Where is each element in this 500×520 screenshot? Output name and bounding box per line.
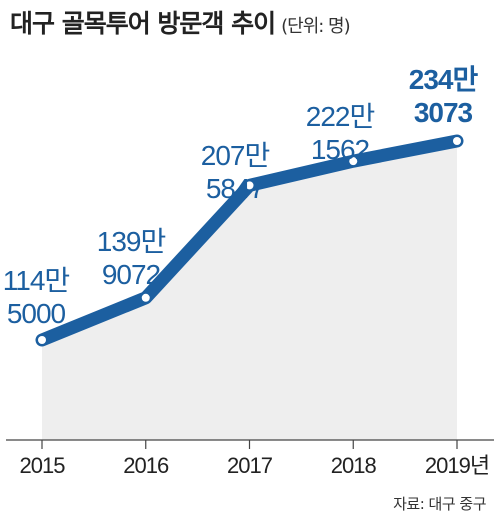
x-tick-label: 2018 (331, 453, 377, 478)
source-note: 자료: 대구 중구 (393, 495, 486, 513)
data-point (453, 137, 461, 145)
data-label-top: 114만 (3, 265, 70, 296)
x-tick-label: 2015 (20, 453, 66, 478)
x-axis: 2015 2016 2017 2018 2019년 (6, 439, 494, 478)
x-tick-label: 2016 (123, 453, 169, 478)
data-point (349, 157, 358, 166)
data-label-bottom: 3073 (414, 97, 473, 128)
chart-unit: (단위: 명) (281, 16, 351, 37)
data-label-bottom: 1562 (311, 134, 370, 165)
data-point (245, 181, 254, 190)
data-point (141, 293, 150, 302)
data-label-top: 234만 (409, 64, 479, 95)
data-label-top: 207만 (201, 140, 270, 171)
chart-title: 대구 골목투어 방문객 추이 (10, 9, 276, 38)
x-tick-label: 2019년 (425, 453, 489, 478)
x-tick-label: 2017 (227, 453, 273, 478)
data-point (38, 336, 46, 344)
data-label-bottom: 5000 (7, 298, 66, 329)
data-label-top: 222만 (306, 101, 375, 132)
area-layer (42, 141, 457, 440)
area-fill (42, 141, 457, 440)
data-label-bottom: 5847 (206, 173, 265, 204)
chart-header: 대구 골목투어 방문객 추이 (단위: 명) (10, 4, 351, 44)
data-label-bottom: 9072 (102, 259, 161, 290)
data-label-top: 139만 (97, 226, 166, 257)
data-points (38, 137, 461, 344)
